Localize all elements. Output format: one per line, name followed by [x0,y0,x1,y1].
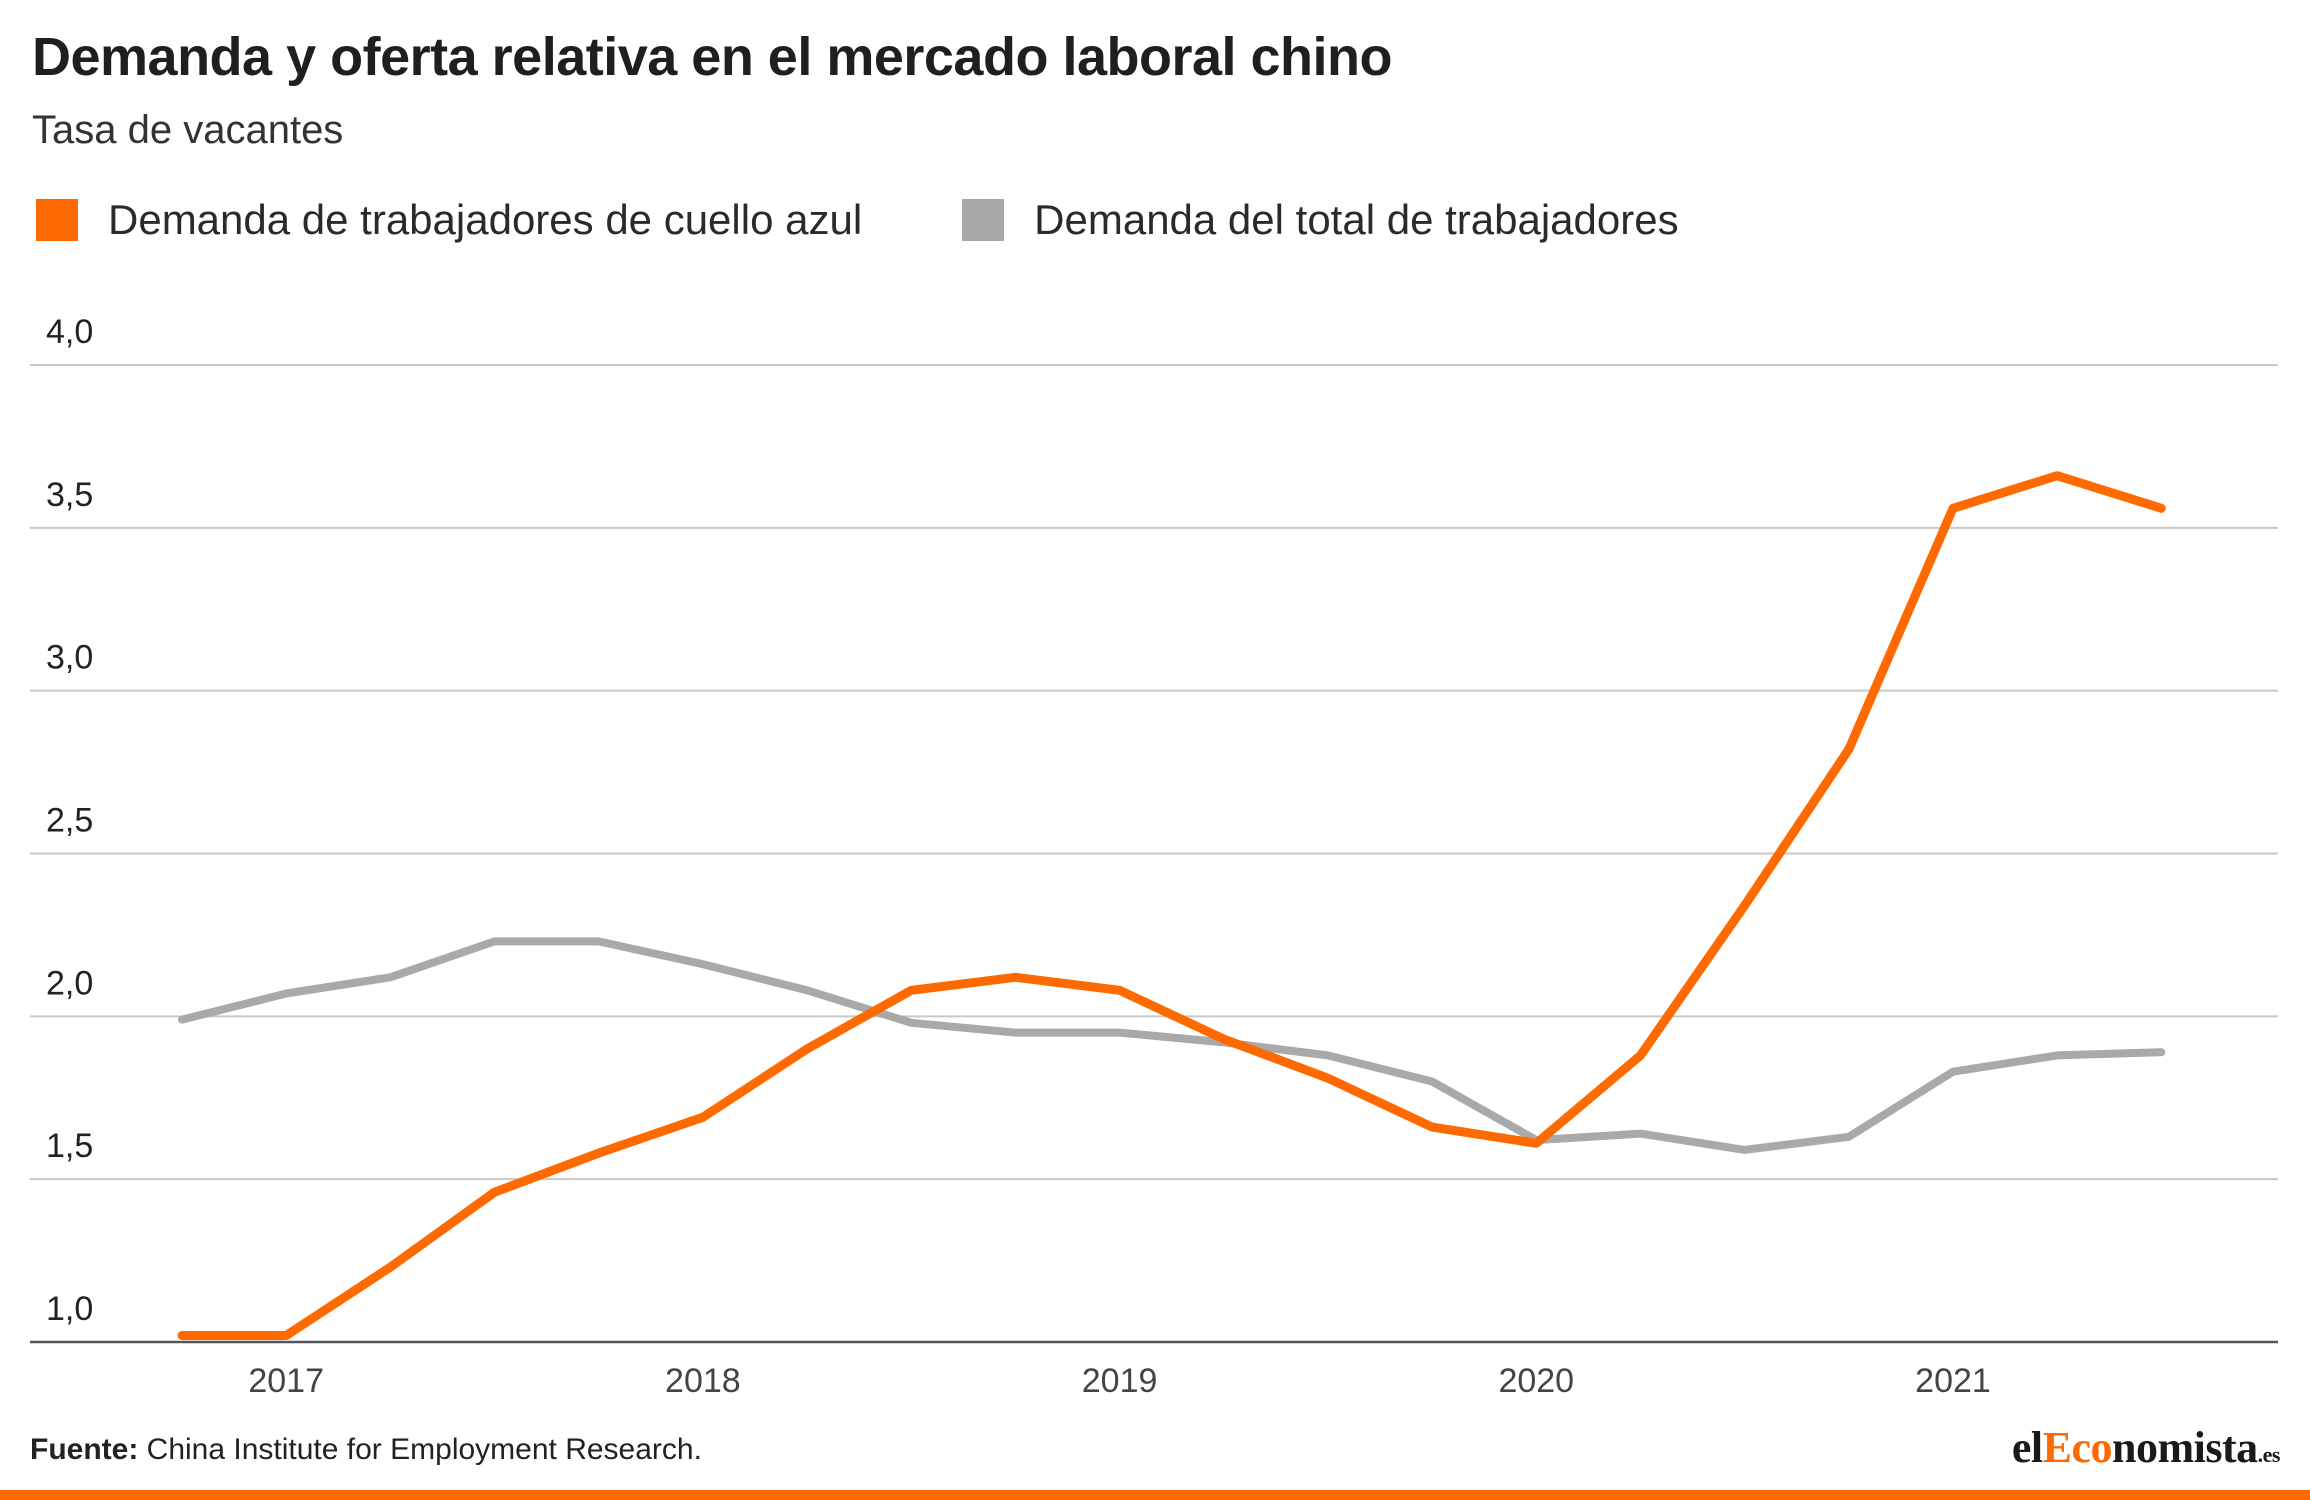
x-tick-label: 2021 [1915,1362,1991,1400]
y-tick-label: 3,5 [46,476,93,514]
legend-label-blue-collar: Demanda de trabajadores de cuello azul [108,196,863,243]
brand-accent: Eco [2042,1423,2113,1472]
chart-title: Demanda y oferta relativa en el mercado … [32,27,1393,87]
brand-rest: nomista [2112,1423,2258,1472]
x-tick-label: 2019 [1082,1362,1158,1400]
x-tick-label: 2020 [1498,1362,1574,1400]
x-tick-label: 2017 [248,1362,324,1400]
legend: Demanda de trabajadores de cuello azul D… [36,190,1779,250]
bottom-accent-bar [0,1490,2310,1500]
brand-prefix: el [2011,1423,2043,1472]
y-tick-label: 2,0 [46,964,93,1002]
y-tick-label: 3,0 [46,639,93,677]
brand-logo: elEconomista.es [2011,1422,2281,1473]
line-chart: 1,0 1,5 2,0 2,5 3,0 3,5 4,0 2017 2018 2019 2020 202… [30,313,2278,1400]
chart-subtitle: Tasa de vacantes [32,108,344,152]
legend-swatch-total [962,199,1005,241]
legend-label-total: Demanda del total de trabajadores [1034,196,1679,243]
series-line-total [178,937,2166,1154]
y-tick-label: 1,5 [46,1127,93,1165]
source-label: Fuente: [30,1433,139,1466]
legend-swatch-blue-collar [36,199,78,241]
source-text: China Institute for Employment Research. [146,1433,702,1466]
legend-item-total: Demanda del total de trabajadores [962,196,1679,244]
legend-item-blue-collar: Demanda de trabajadores de cuello azul [36,196,862,244]
x-tick-label: 2018 [665,1362,741,1400]
y-tick-label: 1,0 [46,1290,93,1328]
brand-tld: .es [2257,1442,2281,1467]
source-note: Fuente: China Institute for Employment R… [30,1433,702,1467]
series-line-blue-collar [177,471,2166,1340]
y-tick-label: 2,5 [46,802,93,840]
y-tick-label: 4,0 [46,313,93,351]
